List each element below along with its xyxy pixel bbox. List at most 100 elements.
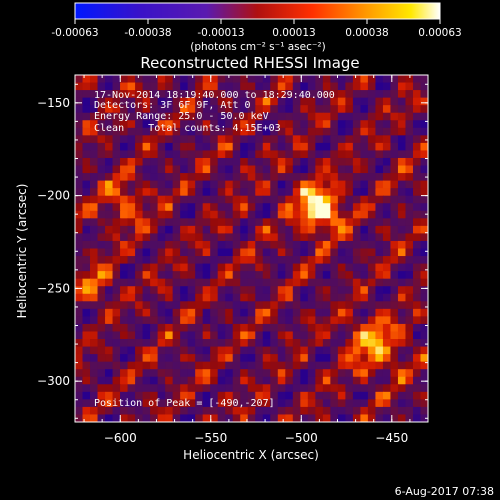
heatmap-cell <box>75 225 84 235</box>
heatmap-cell <box>330 414 339 422</box>
heatmap-cell <box>307 218 316 227</box>
heatmap-cell <box>405 346 414 355</box>
heatmap-cell <box>315 376 324 385</box>
heatmap-cell <box>105 120 114 129</box>
heatmap-cell <box>412 354 422 363</box>
heatmap-cell <box>157 293 166 302</box>
heatmap-cell <box>90 218 99 227</box>
heatmap-cell <box>232 82 241 91</box>
heatmap-cell <box>157 346 166 355</box>
heatmap-cell <box>352 286 361 295</box>
heatmap-cell <box>172 165 181 174</box>
heatmap-cell <box>270 323 279 333</box>
heatmap-cell <box>82 271 91 280</box>
heatmap-cell <box>180 157 189 167</box>
heatmap-cell <box>367 308 377 317</box>
heatmap-cell <box>112 203 121 212</box>
heatmap-cell <box>120 339 129 348</box>
heatmap-cell <box>202 361 211 370</box>
heatmap-cell <box>405 240 414 250</box>
heatmap-cell <box>210 301 219 310</box>
heatmap-cell <box>202 105 211 114</box>
heatmap-cell <box>390 331 399 340</box>
heatmap-cell <box>105 135 114 144</box>
heatmap-cell <box>382 225 392 235</box>
colorbar-ticks: -0.00063 -0.00038 -0.00013 0.00013 0.00038 0.… <box>51 19 462 39</box>
heatmap-cell <box>285 248 294 257</box>
heatmap-cell <box>150 120 159 129</box>
heatmap-cell <box>75 218 84 227</box>
heatmap-cell <box>135 248 144 257</box>
heatmap-cell <box>112 384 121 393</box>
heatmap-cell <box>405 384 414 393</box>
heatmap-cell <box>390 188 399 197</box>
heatmap-cell <box>90 384 99 393</box>
heatmap-cell <box>285 293 294 302</box>
heatmap-cell <box>382 157 392 167</box>
heatmap-cell <box>195 308 204 317</box>
heatmap-cell <box>232 301 241 310</box>
heatmap-cell <box>172 105 181 114</box>
heatmap-cell <box>382 256 392 265</box>
heatmap-cell <box>112 105 121 114</box>
heatmap-cell <box>90 210 99 219</box>
heatmap-cell <box>262 286 271 295</box>
heatmap-cell <box>82 391 91 400</box>
heatmap-cell <box>352 361 361 370</box>
heatmap-cell <box>367 105 377 114</box>
heatmap-cell <box>225 188 234 197</box>
heatmap-cell <box>217 218 226 227</box>
heatmap-cell <box>225 406 234 416</box>
heatmap-cell <box>337 414 346 422</box>
heatmap-cell <box>82 240 91 250</box>
heatmap-cell <box>90 369 99 378</box>
heatmap-cell <box>307 112 316 121</box>
heatmap-cell <box>120 120 129 129</box>
heatmap-cell <box>202 271 211 280</box>
heatmap-cell <box>172 120 181 129</box>
heatmap-cell <box>292 293 301 302</box>
heatmap-cell <box>300 323 309 333</box>
heatmap-cell <box>217 263 226 272</box>
heatmap-cell <box>307 180 316 189</box>
heatmap-cell <box>150 316 159 325</box>
heatmap-cell <box>232 286 241 295</box>
heatmap-cell <box>187 391 196 400</box>
heatmap-cell <box>240 361 249 370</box>
heatmap-cell <box>360 414 369 422</box>
heatmap-cell <box>105 90 114 99</box>
heatmap-cell <box>225 384 234 393</box>
heatmap-cell <box>150 301 159 310</box>
heatmap-cell <box>345 218 354 227</box>
heatmap-cell <box>105 225 114 235</box>
heatmap-cell <box>75 233 84 242</box>
heatmap-cell <box>307 354 316 363</box>
heatmap-cell <box>352 414 361 422</box>
heatmap-cell <box>262 120 271 129</box>
heatmap-cell <box>375 203 384 212</box>
heatmap-cell <box>360 112 369 121</box>
heatmap-cell <box>270 406 279 416</box>
heatmap-cell <box>82 165 91 174</box>
heatmap-cell <box>382 286 392 295</box>
heatmap-cell <box>180 75 189 84</box>
heatmap-cell <box>150 142 159 152</box>
heatmap-cell <box>367 271 377 280</box>
heatmap-cell <box>97 82 106 91</box>
heatmap-cell <box>157 127 166 136</box>
heatmap-cell <box>292 173 301 182</box>
heatmap-cell <box>120 271 129 280</box>
heatmap-cell <box>97 210 106 219</box>
heatmap-cell <box>75 278 84 287</box>
heatmap-cell <box>307 233 316 242</box>
heatmap-cell <box>375 399 384 408</box>
heatmap-cell <box>240 195 249 204</box>
heatmap-cell <box>195 173 204 182</box>
heatmap-cell <box>330 233 339 242</box>
heatmap-cell <box>97 369 106 378</box>
heatmap-cell <box>270 256 279 265</box>
heatmap-cell <box>172 323 181 333</box>
heatmap-cell <box>150 256 159 265</box>
heatmap-cell <box>382 142 392 152</box>
heatmap-cell <box>232 414 241 422</box>
